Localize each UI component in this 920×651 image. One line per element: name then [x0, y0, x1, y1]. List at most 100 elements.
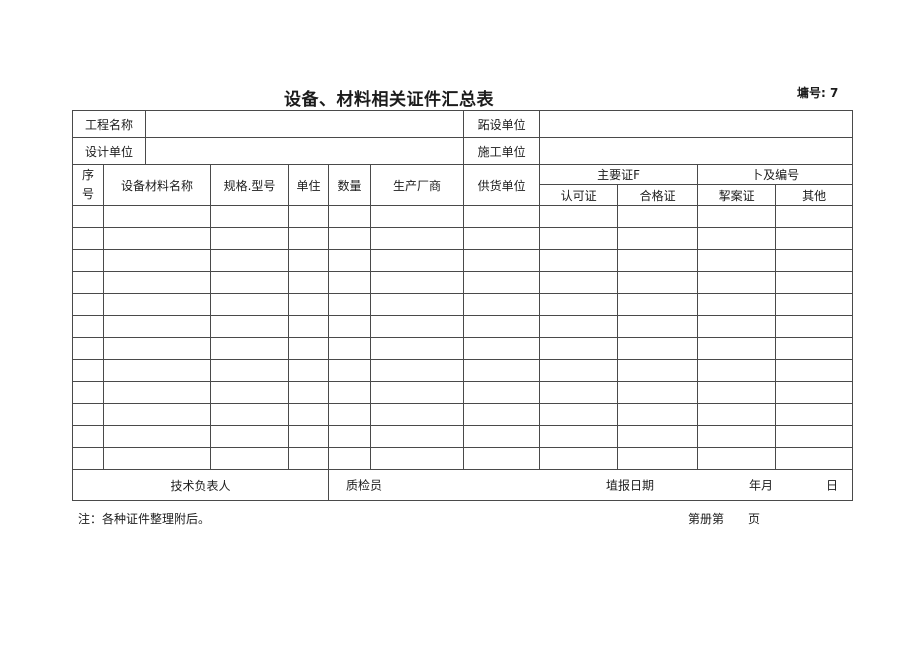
header-unit: 单住: [288, 164, 330, 206]
qc-inspector-label: 质检员: [346, 478, 383, 493]
empty-cell: [775, 337, 854, 360]
empty-cell: [463, 403, 541, 426]
empty-cell: [697, 227, 777, 250]
header-row-top: 序 号 设备材料名称 规格.型号 单住 数量 生产厂商 供货单位 主要证F 卜及…: [72, 164, 854, 206]
empty-cell: [463, 271, 541, 294]
empty-cell: [370, 447, 465, 470]
empty-cell: [102, 381, 212, 404]
table-row: [72, 271, 854, 294]
empty-cell: [539, 381, 619, 404]
empty-cell: [210, 249, 290, 272]
empty-cell: [370, 205, 465, 228]
construction-unit-value-cell: [539, 110, 854, 138]
note-text: 注：各种证件整理附后。: [78, 512, 211, 526]
empty-cell: [102, 315, 212, 338]
report-date-label: 埴报日期: [606, 478, 655, 493]
empty-cell: [102, 293, 212, 316]
header-cert-group-main: 主要证F: [539, 164, 699, 185]
empty-cell: [328, 403, 372, 426]
empty-cell: [775, 315, 854, 338]
empty-cell: [697, 271, 777, 294]
signature-rows: 技术负表人 质检员 埴报日期 年月 日: [71, 469, 854, 501]
empty-cell: [72, 205, 104, 228]
empty-cell: [328, 249, 372, 272]
empty-cell: [697, 381, 777, 404]
header-cert-other: 其他: [775, 184, 854, 206]
empty-cell: [775, 249, 854, 272]
info-row-1: 工程名称 跖设单位: [71, 110, 854, 138]
empty-cell: [370, 249, 465, 272]
empty-cell: [72, 337, 104, 360]
empty-cell: [539, 205, 619, 228]
empty-cell: [617, 249, 699, 272]
header-cert-group-number: 卜及编号: [697, 164, 854, 185]
construction-unit-label: 跖设单位: [463, 110, 541, 138]
empty-cell: [328, 337, 372, 360]
empty-cell: [697, 425, 777, 448]
empty-cell: [617, 381, 699, 404]
empty-cell: [539, 425, 619, 448]
doc-number: 墉号: 7: [797, 86, 839, 100]
empty-cell: [288, 337, 330, 360]
empty-cell: [697, 249, 777, 272]
table-row: [72, 359, 854, 382]
builder-unit-value-cell: [539, 137, 854, 165]
empty-cell: [210, 271, 290, 294]
empty-cell: [72, 403, 104, 426]
empty-cell: [328, 447, 372, 470]
project-name-label: 工程名称: [71, 110, 147, 138]
empty-cell: [463, 337, 541, 360]
empty-cell: [539, 271, 619, 294]
builder-unit-label: 施工单位: [463, 137, 541, 165]
empty-cell: [102, 227, 212, 250]
empty-cell: [72, 293, 104, 316]
empty-cell: [697, 447, 777, 470]
empty-cell: [210, 381, 290, 404]
empty-cell: [775, 381, 854, 404]
empty-cell: [463, 249, 541, 272]
table-row: [72, 403, 854, 426]
empty-cell: [370, 403, 465, 426]
empty-cell: [210, 447, 290, 470]
empty-cell: [102, 425, 212, 448]
empty-cell: [775, 227, 854, 250]
empty-cell: [775, 425, 854, 448]
table-row: [72, 447, 854, 470]
empty-cell: [775, 271, 854, 294]
design-unit-value-cell: [145, 137, 465, 165]
empty-cell: [102, 359, 212, 382]
empty-cell: [210, 205, 290, 228]
header-quantity: 数量: [328, 164, 372, 206]
day-label: 日: [826, 478, 839, 493]
empty-cell: [210, 227, 290, 250]
empty-cell: [210, 425, 290, 448]
page-number-text: 第册第 页: [688, 510, 760, 527]
empty-cell: [617, 337, 699, 360]
empty-cell: [697, 359, 777, 382]
empty-cell: [328, 227, 372, 250]
empty-cell: [210, 403, 290, 426]
empty-cell: [463, 381, 541, 404]
empty-cell: [617, 293, 699, 316]
table-row: [72, 337, 854, 360]
empty-cell: [775, 205, 854, 228]
empty-cell: [463, 293, 541, 316]
empty-cell: [288, 425, 330, 448]
empty-cell: [617, 227, 699, 250]
empty-cell: [775, 447, 854, 470]
empty-cell: [697, 315, 777, 338]
empty-cell: [288, 205, 330, 228]
empty-cell: [370, 425, 465, 448]
table-row: [72, 205, 854, 228]
empty-cell: [697, 293, 777, 316]
empty-cell: [539, 249, 619, 272]
empty-cell: [288, 315, 330, 338]
empty-cell: [288, 381, 330, 404]
empty-cell: [539, 359, 619, 382]
empty-cell: [328, 381, 372, 404]
empty-cell: [72, 425, 104, 448]
empty-cell: [72, 249, 104, 272]
empty-cell: [539, 447, 619, 470]
header-seq: 序 号: [72, 164, 104, 206]
